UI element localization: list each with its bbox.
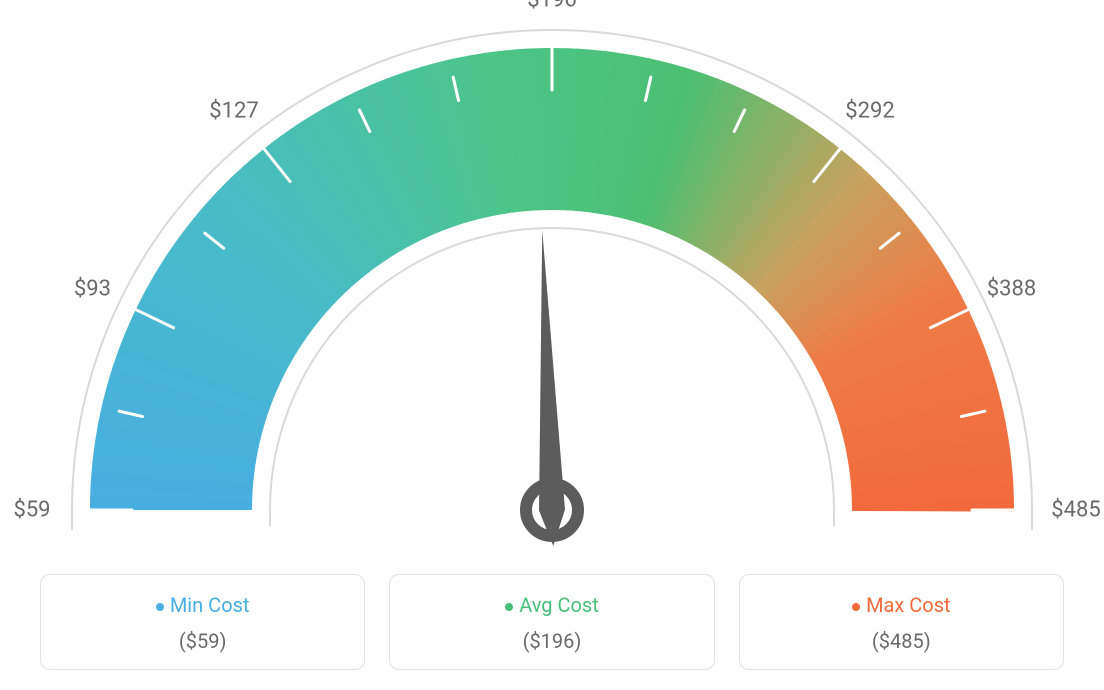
- gauge-tick-label: $93: [74, 276, 111, 301]
- gauge-needle: [539, 230, 565, 546]
- gauge-tick-label: $292: [845, 99, 894, 124]
- legend-value-avg: ($196): [400, 629, 703, 653]
- gauge-tick-label: $127: [209, 99, 258, 124]
- legend-row: Min Cost ($59) Avg Cost ($196) Max Cost ($485…: [40, 574, 1064, 670]
- legend-title-avg: Avg Cost: [400, 593, 703, 617]
- legend-title-min: Min Cost: [51, 593, 354, 617]
- gauge-svg: [0, 0, 1104, 570]
- legend-value-min: ($59): [51, 629, 354, 653]
- legend-dot-max: [852, 603, 860, 611]
- chart-container: $59 $93 $127 $196 $292 $388 $485 Min Cost ($59)…: [0, 0, 1104, 690]
- legend-dot-avg: [505, 603, 513, 611]
- gauge-chart: $59 $93 $127 $196 $292 $388 $485: [0, 0, 1104, 570]
- legend-card-max: Max Cost ($485): [739, 574, 1064, 670]
- legend-label-min: Min Cost: [170, 593, 250, 617]
- gauge-tick-label: $59: [13, 498, 50, 523]
- legend-title-max: Max Cost: [750, 593, 1053, 617]
- gauge-tick-label: $388: [987, 276, 1036, 301]
- gauge-tick-label: $485: [1051, 498, 1100, 523]
- legend-dot-min: [156, 603, 164, 611]
- gauge-tick-label: $196: [527, 0, 576, 13]
- legend-label-max: Max Cost: [866, 593, 951, 617]
- legend-label-avg: Avg Cost: [519, 593, 599, 617]
- legend-value-max: ($485): [750, 629, 1053, 653]
- legend-card-avg: Avg Cost ($196): [389, 574, 714, 670]
- legend-card-min: Min Cost ($59): [40, 574, 365, 670]
